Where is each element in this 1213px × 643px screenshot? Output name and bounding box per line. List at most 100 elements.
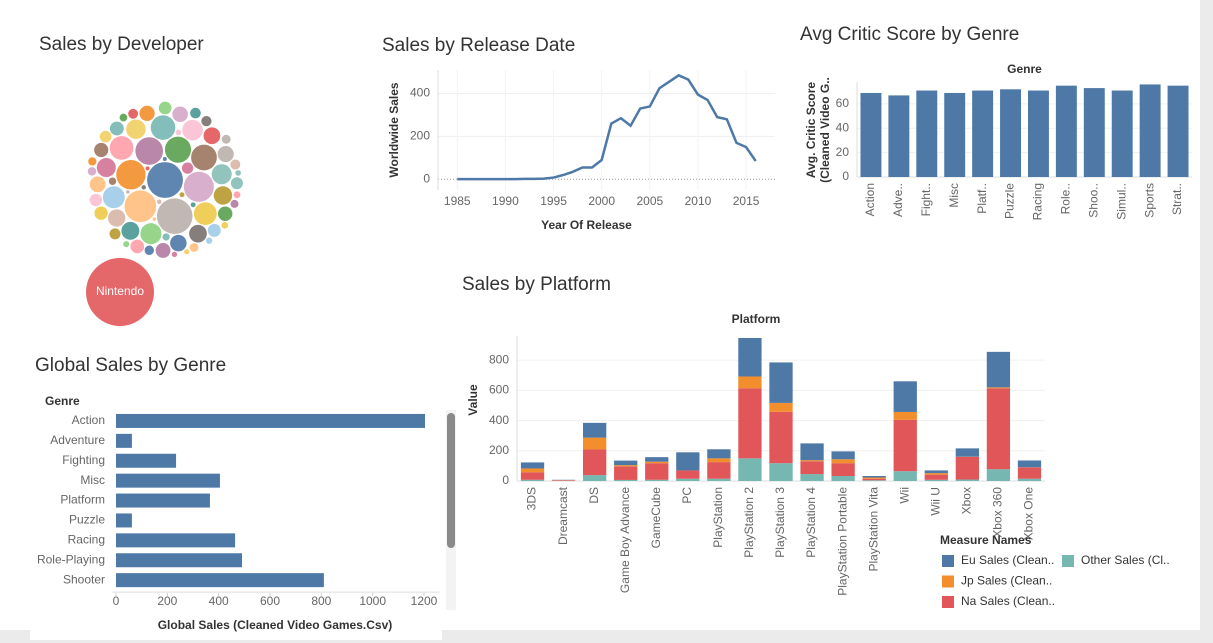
bar-segment xyxy=(862,480,886,481)
x-tick-label: 400 xyxy=(209,594,229,608)
x-tick-label: Simul.. xyxy=(1114,183,1128,220)
bar-segment xyxy=(738,458,762,481)
bar xyxy=(116,413,426,428)
bar xyxy=(1167,85,1189,177)
bubble xyxy=(102,186,125,209)
y-tick-label: 0 xyxy=(423,171,430,185)
bar-segment xyxy=(800,460,824,462)
x-tick-label: 800 xyxy=(311,594,331,608)
legend-title: Measure Names xyxy=(940,533,1032,547)
bubble xyxy=(126,190,130,194)
bubble xyxy=(135,137,164,165)
bubble xyxy=(155,243,171,258)
bar-segment xyxy=(645,461,669,464)
bar xyxy=(116,513,132,528)
bubble xyxy=(109,121,124,136)
bar xyxy=(1000,89,1022,177)
x-tick-label: Shoo.. xyxy=(1086,183,1100,218)
bar xyxy=(888,95,910,177)
bubble xyxy=(213,186,233,205)
bubble xyxy=(162,156,167,162)
bar-segment xyxy=(800,443,824,461)
bubble xyxy=(217,146,234,163)
bar-segment xyxy=(614,466,638,480)
bubble xyxy=(123,241,130,248)
bubble xyxy=(94,206,108,220)
bar-segment xyxy=(955,479,979,481)
x-tick-label: 3DS xyxy=(525,487,539,510)
line xyxy=(457,73,757,181)
y-tick-label: 0 xyxy=(842,169,849,183)
bar-segment xyxy=(955,456,979,480)
y-tick-label: Shooter xyxy=(63,572,105,586)
y-axis-label: Worldwide Sales xyxy=(387,82,401,177)
legend-label: Jp Sales (Clean.. xyxy=(961,574,1052,588)
bar-segment xyxy=(924,470,948,474)
bar xyxy=(116,473,220,488)
bar xyxy=(116,533,236,548)
bubble xyxy=(145,166,150,171)
bubble xyxy=(201,115,212,127)
bubble xyxy=(221,134,231,144)
bubble xyxy=(182,119,203,141)
x-tick-label: 2010 xyxy=(685,194,712,208)
y-tick-label: Misc xyxy=(80,473,105,487)
bubble xyxy=(156,198,193,235)
bar-segment xyxy=(583,422,607,438)
bubble xyxy=(108,177,117,185)
bar-segment xyxy=(583,437,607,450)
scrollbar[interactable] xyxy=(447,413,455,548)
bubble xyxy=(119,113,128,122)
y-tick-label: Action xyxy=(72,413,105,427)
bar-segment xyxy=(676,478,700,481)
bar xyxy=(1083,88,1105,177)
x-tick-label: PlayStation 4 xyxy=(804,487,818,558)
bar-segment xyxy=(769,402,793,412)
bar-segment xyxy=(676,470,700,479)
bubble xyxy=(126,119,146,140)
bar-segment xyxy=(924,474,948,480)
y-axis-label: (Cleaned Video G.. xyxy=(818,77,832,183)
bubble xyxy=(128,108,139,119)
bubble xyxy=(207,223,221,237)
bubble xyxy=(184,249,190,255)
chart-title: Sales by Platform xyxy=(462,274,611,295)
bubble xyxy=(130,239,145,254)
bar-segment xyxy=(831,451,855,460)
bar xyxy=(944,92,966,177)
bar-segment xyxy=(1017,460,1042,468)
y-tick-label: 40 xyxy=(836,120,850,134)
bubble xyxy=(141,185,146,190)
bar-segment xyxy=(583,475,607,481)
bubble xyxy=(89,193,103,207)
x-tick-label: Role.. xyxy=(1059,183,1073,214)
bar-segment xyxy=(955,448,979,457)
y-tick-label: 200 xyxy=(410,129,430,143)
bubble xyxy=(96,158,116,178)
bubble xyxy=(124,190,157,223)
x-tick-label: 0 xyxy=(113,594,120,608)
legend-label: Eu Sales (Clean.. xyxy=(961,553,1054,567)
y-tick-label: 600 xyxy=(489,383,509,397)
y-tick-label: Fighting xyxy=(62,453,105,467)
x-tick-label: 2000 xyxy=(588,194,615,208)
bar-segment xyxy=(800,474,824,481)
legend-swatch xyxy=(942,555,954,567)
bar xyxy=(116,573,324,588)
legend-swatch xyxy=(942,575,954,588)
bubble xyxy=(150,115,176,140)
header: Platform xyxy=(732,312,781,326)
y-tick-label: Role-Playing xyxy=(37,552,105,566)
chart-title: Avg Critic Score by Genre xyxy=(800,24,1019,45)
bubble xyxy=(205,237,213,244)
chart-title: Sales by Developer xyxy=(39,34,204,55)
bar-segment xyxy=(800,461,824,475)
chart-title: Sales by Release Date xyxy=(382,35,575,56)
bubble xyxy=(217,206,233,221)
x-axis-label: Year Of Release xyxy=(541,218,632,232)
bar-segment xyxy=(645,457,669,462)
bubble xyxy=(179,192,185,198)
bar-segment xyxy=(1017,478,1042,481)
bar-segment xyxy=(707,449,731,459)
bar xyxy=(1055,85,1077,177)
